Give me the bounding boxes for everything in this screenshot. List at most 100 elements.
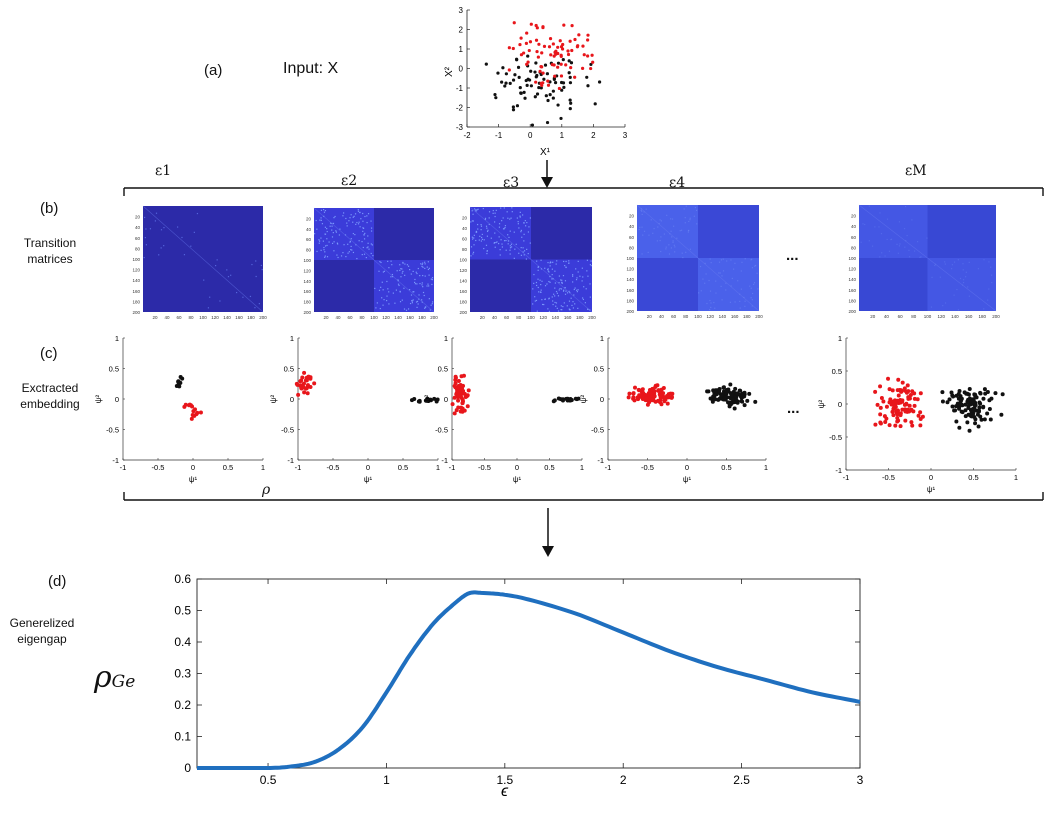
matrix-3-speck (576, 289, 578, 291)
matrix-4-speck (668, 244, 670, 246)
embed-4-point-black (708, 396, 713, 401)
matrix-2-speck (406, 264, 409, 266)
embed-4-point-black (747, 391, 752, 396)
matrix-3-speck (482, 207, 484, 210)
matrix-3-speck (536, 310, 538, 312)
panel-c-label: (c) (40, 345, 58, 362)
embed-4-point-black (724, 391, 729, 396)
panel-a-ytick-label: -3 (456, 123, 464, 132)
matrix-2-speck (320, 249, 322, 251)
embed-1-xlabel: ψ¹ (189, 475, 198, 484)
matrix-4-speck (656, 240, 658, 242)
matrix-2-speck (371, 244, 373, 246)
matrix-4-speck (671, 236, 673, 238)
matrix-5-ytick: 40 (851, 224, 857, 229)
matrix-5-speck (899, 243, 901, 245)
matrix-4-speck (718, 272, 720, 274)
embed-4-xlabel: ψ¹ (683, 475, 692, 484)
matrix-2-speck (333, 250, 335, 252)
matrix-2-speck (378, 270, 380, 272)
matrix-4-speck (680, 229, 683, 231)
panel-a-xtick-label: 2 (591, 131, 596, 140)
input-point-black (530, 123, 535, 127)
matrix-4-speck (638, 228, 640, 231)
matrix-2-speck (365, 256, 367, 259)
input-point-black (568, 98, 572, 102)
matrix-1-ytick: 60 (135, 236, 141, 241)
matrix-4-ytick: 80 (629, 245, 635, 250)
matrix-4-ytick: 60 (629, 235, 635, 240)
matrix-3-speck (500, 207, 502, 209)
embed-1-xtick-label: -0.5 (152, 463, 165, 472)
matrix-2-speck (429, 309, 431, 311)
matrix-4-speck (673, 225, 675, 227)
input-point-red (534, 23, 538, 28)
matrix-2-speck (319, 219, 321, 221)
matrix-4-speck (660, 220, 663, 222)
matrix-3-speck (523, 233, 525, 235)
embed-5-point-red (893, 403, 898, 408)
matrix-2-xtick: 160 (406, 315, 414, 320)
matrix-2-xtick: 120 (382, 315, 390, 320)
embed-5-point-red (918, 423, 923, 428)
matrix-2-speck (331, 229, 333, 231)
embed-4-point-red (649, 397, 654, 402)
matrix-3-speck (505, 239, 507, 242)
matrix-2-speck (359, 211, 361, 214)
matrix-3-speck (501, 246, 504, 248)
matrix-3-speck (560, 305, 562, 307)
matrix-2-speck (315, 219, 317, 222)
matrix-2-speck (382, 271, 384, 273)
input-point-black (518, 86, 522, 90)
embed-3-point-black (573, 396, 578, 401)
matrix-3-speck (552, 303, 554, 306)
input-point-black (543, 63, 548, 67)
input-point-red (542, 44, 547, 48)
matrix-4-speck (737, 280, 739, 282)
matrix-1-ytick: 20 (135, 215, 141, 220)
matrix-2-speck (399, 269, 401, 272)
input-point-red (561, 42, 565, 47)
matrix-2-speck (392, 292, 394, 294)
embed-2-point-red (300, 375, 305, 380)
matrix-2-ytick: 160 (303, 289, 311, 294)
matrix-4-speck (679, 230, 681, 232)
matrix-2-speck (320, 237, 322, 239)
panel-a-xtick-label: 1 (560, 131, 565, 140)
matrix-2-speck (361, 253, 363, 256)
matrix-2-speck (424, 261, 426, 263)
chart-ytick-label: 0.6 (174, 572, 191, 586)
embed-3-point-red (461, 373, 466, 378)
embed-4-ylabel: ψ² (579, 394, 588, 403)
matrix-3-speck (508, 236, 510, 239)
input-point-black (593, 102, 597, 106)
matrix-2-speck (320, 217, 322, 219)
matrix-2-speck (380, 261, 382, 264)
embed-4-point-black (735, 399, 740, 404)
matrix-3-ytick: 60 (462, 237, 468, 242)
matrix-4-speck (743, 296, 745, 299)
matrix-3-speck (577, 260, 579, 262)
embed-5-point-black (989, 396, 994, 401)
matrix-3-speck (486, 250, 488, 252)
input-point-red (586, 33, 590, 37)
embed-1-ytick-label: 0.5 (109, 365, 119, 374)
matrix-2-speck (335, 230, 337, 232)
embed-5-point-red (912, 403, 917, 408)
matrix-2-speck (379, 261, 381, 263)
matrix-2-speck (407, 265, 410, 267)
input-point-black (522, 90, 526, 94)
matrix-3-speck (547, 270, 549, 272)
matrix-4-speck (744, 258, 746, 260)
matrix-4-xtick: 100 (694, 314, 702, 319)
matrix-5-speck (884, 255, 886, 257)
input-point-red (535, 49, 539, 54)
matrix-3-speck (561, 309, 563, 311)
input-point-black (515, 58, 519, 62)
matrix-2-speck (415, 301, 418, 303)
matrix-3-speck (494, 215, 496, 218)
embed-1-point-red (189, 416, 194, 421)
matrix-1-xtick: 100 (199, 315, 207, 320)
input-point-red (553, 50, 557, 55)
matrix-4-speck (641, 226, 643, 228)
